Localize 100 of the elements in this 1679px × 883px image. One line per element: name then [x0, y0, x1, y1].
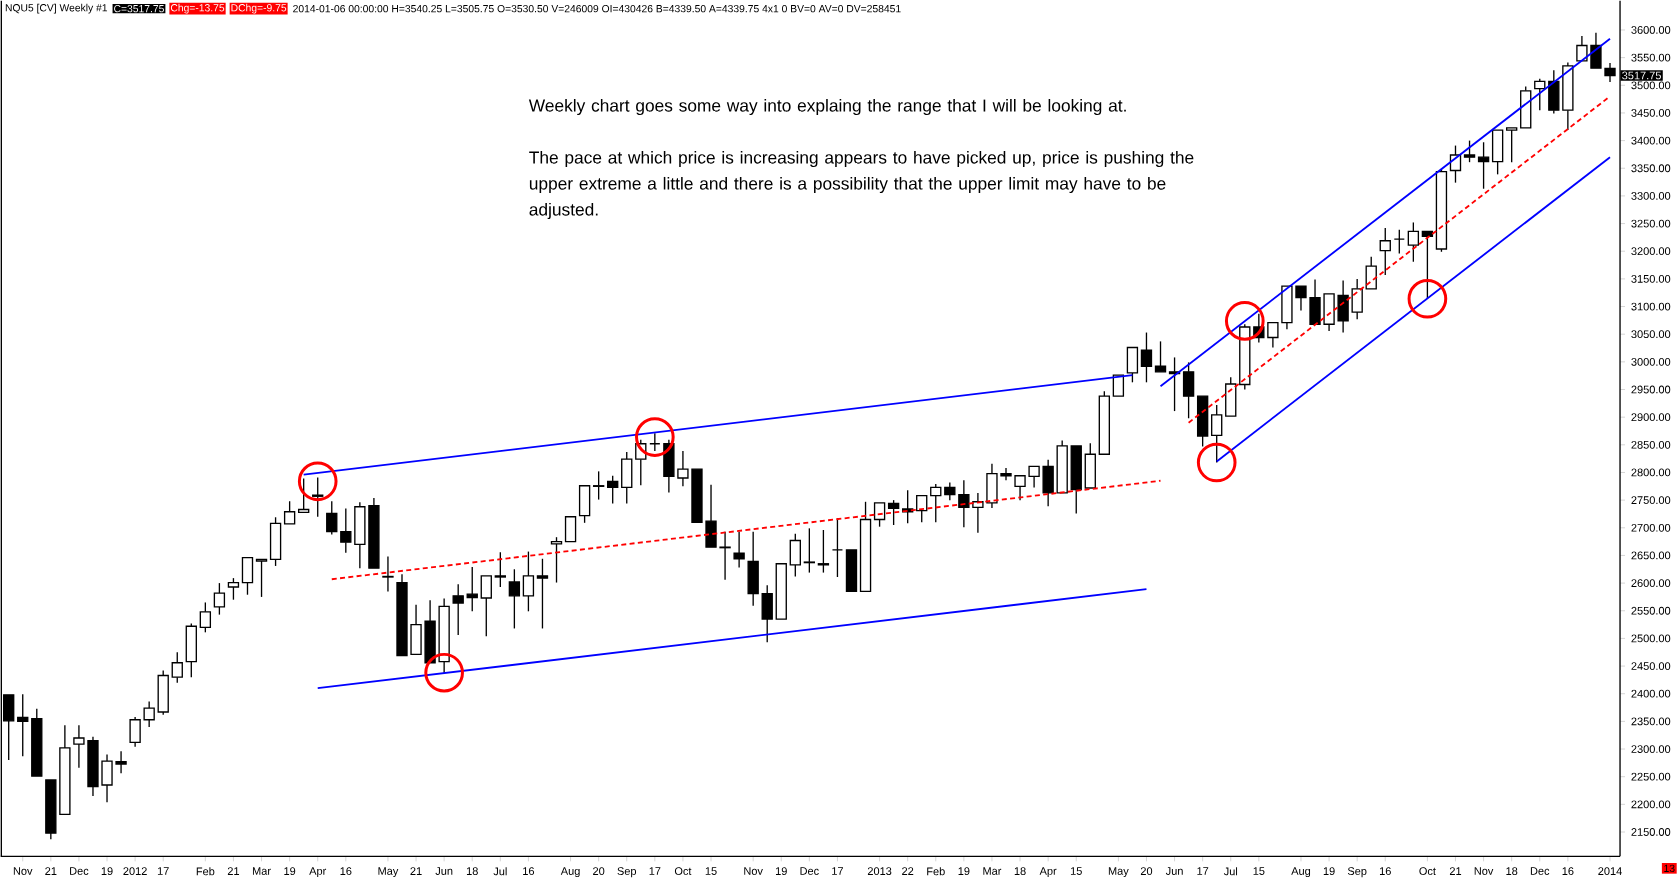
candlestick: [45, 779, 57, 840]
y-tick-label: 3150.00: [1631, 275, 1671, 283]
candlestick: [1562, 62, 1574, 131]
x-tick-label: 2012: [123, 867, 147, 876]
y-tick-label: 2550.00: [1631, 606, 1671, 615]
x-tick-label: Nov: [744, 867, 763, 876]
x-tick-label: 20: [1140, 867, 1153, 876]
y-tick-label: 2350.00: [1631, 717, 1671, 726]
x-tick-label: 18: [466, 867, 478, 876]
x-tick-label: Apr: [309, 867, 327, 878]
candlestick: [845, 549, 858, 593]
x-tick-label: 17: [1197, 867, 1209, 875]
x-tick-label: Mar: [252, 867, 271, 876]
x-tick-label: 19: [101, 867, 113, 876]
y-tick-label: 2700.00: [1631, 524, 1671, 532]
candlestick: [382, 556, 394, 593]
x-tick-label: Aug: [1291, 867, 1311, 878]
candlestick: [255, 558, 268, 598]
candlestick: [129, 716, 141, 748]
candlestick: [677, 450, 689, 488]
x-tick-label: 19: [284, 867, 296, 876]
candlestick: [986, 463, 998, 509]
x-tick-label: May: [378, 867, 399, 878]
candlestick: [831, 517, 844, 578]
y-tick-label: 2800.00: [1631, 468, 1671, 477]
x-tick-label: 19: [958, 867, 970, 876]
candlestick: [1505, 127, 1518, 163]
x-tick-label: Feb: [196, 867, 215, 876]
x-tick-label: Dec: [1530, 867, 1550, 876]
x-tick-label: Dec: [800, 867, 819, 876]
y-tick-label: 3350.00: [1631, 164, 1671, 173]
y-tick-label: 2400.00: [1631, 689, 1671, 698]
candlestick: [480, 575, 492, 637]
x-tick-label: 15: [705, 867, 717, 876]
x-tick-label: Jul: [1223, 867, 1238, 876]
y-tick-label: 3250.00: [1631, 219, 1671, 228]
y-tick-label: 3100.00: [1631, 302, 1671, 311]
text: 13: [1664, 864, 1675, 873]
candlestick: [101, 754, 113, 803]
x-tick-label: 21: [410, 867, 422, 876]
candlestick: [59, 724, 71, 816]
candlestick: [424, 599, 436, 664]
y-tick-label: 3050.00: [1631, 330, 1671, 339]
annotation: The pace at which price is increasing appears to have picked up, price is pushing the upper extreme a little and there is a possibility that the upper limit may have to be adjusted.: [529, 151, 1194, 220]
candlestick: [17, 693, 29, 758]
candlestick: [1590, 32, 1602, 69]
point: [635, 417, 675, 458]
candlestick: [705, 484, 717, 548]
x-tick-label: 16: [1562, 867, 1574, 876]
y-tick-label: 3550.00: [1631, 53, 1671, 62]
candlestick: [1309, 278, 1321, 326]
annotation: Weekly chart goes some way into explaing the range that I will be looking at.: [528, 99, 1126, 116]
x-tick-label: 15: [1070, 867, 1082, 876]
x-tick-label: Mar: [983, 867, 1002, 876]
y-tick-label: 2600.00: [1631, 579, 1671, 588]
candlestick: [143, 700, 155, 728]
x-tick-label: Jul: [493, 867, 507, 876]
y-tick-label: 2500.00: [1631, 634, 1671, 643]
candlestick: [354, 501, 366, 569]
x-tick-label: 19: [1323, 867, 1335, 876]
y-tick-label: 3200.00: [1631, 247, 1671, 256]
y-tick-label: 2300.00: [1631, 745, 1671, 754]
y-tick-label: 2650.00: [1631, 551, 1671, 560]
x-tick-label: Jun: [435, 867, 453, 876]
x-tick-label: Feb: [927, 867, 945, 876]
candlestick: [649, 432, 661, 452]
y-tick-label: 3300.00: [1631, 192, 1671, 200]
x-tick-label: Sep: [1347, 867, 1367, 878]
candlestick: [747, 531, 759, 607]
x-tick-label: 2013: [867, 867, 892, 876]
annotation: Chg=-13.75: [170, 3, 225, 14]
x-tick-label: Nov: [1474, 867, 1494, 876]
candlestick: [958, 479, 970, 529]
candlestick: [297, 478, 310, 514]
y-tick-label: 2850.00: [1631, 441, 1671, 449]
point: [1407, 279, 1448, 319]
candlestick: [733, 531, 745, 569]
y-tick-label: 3400.00: [1631, 136, 1671, 145]
candlestick: [1028, 465, 1040, 489]
x-tick-label: 18: [1506, 867, 1518, 876]
x-tick-label: 21: [45, 867, 57, 876]
x-tick-label: Aug: [560, 867, 580, 878]
y-tick-label: 3600.00: [1631, 26, 1671, 34]
y-tick-label: 3450.00: [1631, 109, 1671, 117]
annotation: C=3517.75: [114, 5, 164, 13]
y-tick-label: 2950.00: [1631, 385, 1671, 394]
y-tick-label: 2450.00: [1631, 662, 1671, 671]
x-tick-label: 22: [902, 867, 914, 876]
x-tick-label: 21: [1449, 867, 1462, 876]
candlestick: [564, 516, 577, 543]
candlestick: [775, 563, 787, 620]
candlestick: [1112, 374, 1125, 397]
candlestick: [115, 750, 127, 775]
x-tick-label: 21: [227, 867, 240, 876]
candlestick: [719, 531, 731, 581]
point: [297, 461, 338, 502]
candlestick: [87, 736, 99, 797]
candlestick: [1281, 285, 1293, 331]
y-tick-label: 2900.00: [1631, 413, 1671, 422]
candlestick: [1576, 35, 1588, 62]
